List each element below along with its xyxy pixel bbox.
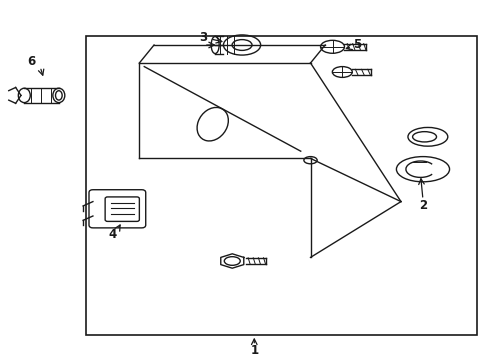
Text: 2: 2 xyxy=(418,199,426,212)
Text: 4: 4 xyxy=(108,228,116,240)
Text: 3: 3 xyxy=(199,31,206,44)
Text: 5: 5 xyxy=(352,39,360,51)
Bar xyxy=(85,36,476,335)
Text: 6: 6 xyxy=(28,55,36,68)
Text: 1: 1 xyxy=(250,345,258,357)
